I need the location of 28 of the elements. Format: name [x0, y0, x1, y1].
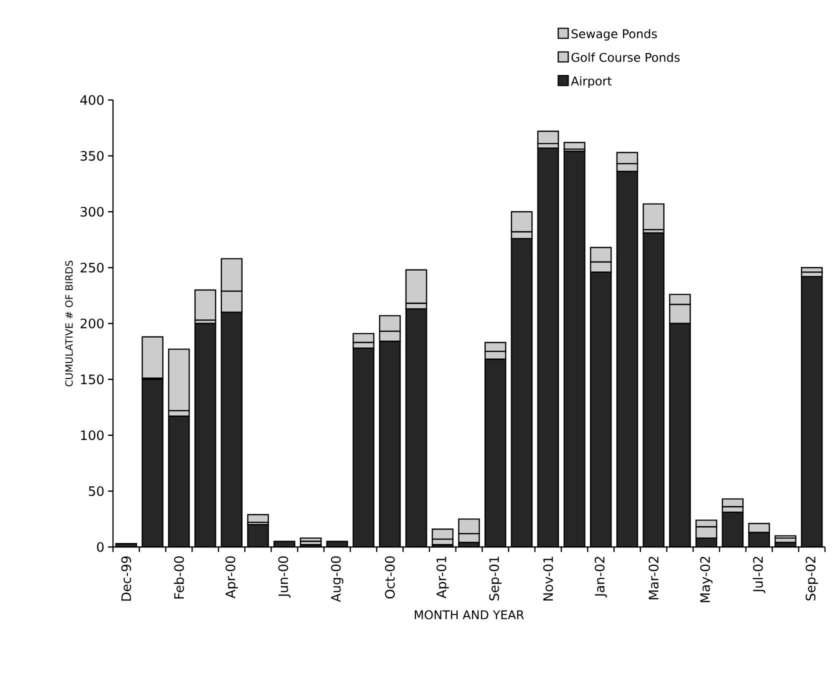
y-tick-label: 0 — [97, 542, 104, 552]
y-tick-label: 400 — [80, 95, 104, 105]
legend-label: Sewage Ponds — [572, 29, 657, 41]
x-tick-label: Apr-00 — [225, 556, 238, 598]
x-tick-label: Sep-01 — [489, 556, 502, 600]
y-tick-label: 150 — [81, 374, 104, 384]
x-tick-label: Apr-01 — [436, 556, 449, 598]
x-tick-label: Sep-02 — [806, 556, 818, 600]
x-tick-label: Jun-00 — [278, 556, 291, 598]
x-tick-label: Dec-99 — [121, 556, 132, 601]
x-tick-label: Jan-02 — [594, 556, 607, 598]
y-tick-label: 100 — [81, 430, 104, 440]
x-tick-label: Aug-00 — [330, 556, 344, 602]
x-axis-title: MONTH AND YEAR — [414, 610, 524, 620]
x-tick-label: Mar-02 — [648, 556, 659, 600]
y-axis-title: CUMULATIVE # OF BIRDS — [65, 260, 73, 386]
x-tick-label: Feb-00 — [174, 556, 184, 599]
x-tick-label: Oct-00 — [384, 556, 395, 599]
legend-label: Airport — [570, 76, 612, 88]
y-tick-label: 350 — [80, 150, 104, 161]
legend-label: Golf Course Ponds — [572, 52, 680, 62]
x-tick-label: Jul-02 — [752, 556, 766, 594]
y-tick-label: 250 — [80, 262, 104, 273]
x-tick-label: Nov-01 — [543, 556, 554, 601]
y-tick-label: 300 — [80, 206, 104, 217]
y-tick-label: 50 — [88, 486, 104, 496]
x-tick-label: May-02 — [700, 556, 713, 602]
y-tick-label: 200 — [80, 318, 104, 328]
